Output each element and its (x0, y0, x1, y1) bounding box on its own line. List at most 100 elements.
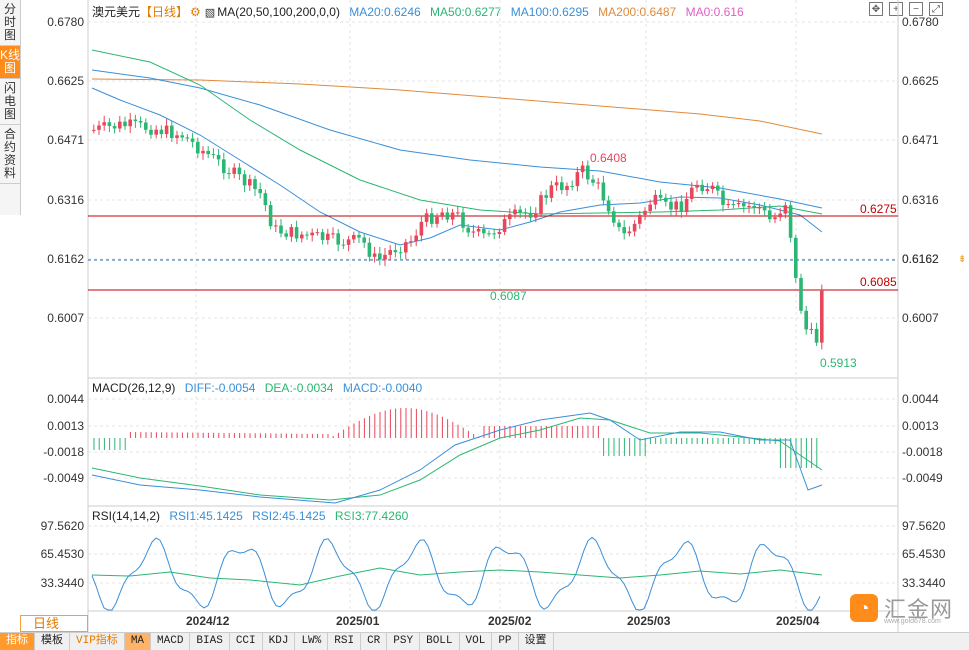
candle-body (539, 195, 543, 214)
period-selector[interactable]: 日线 (20, 615, 88, 632)
price-axis-left: 0.6780 0.6625 0.6471 0.6316 0.6162 0.600… (47, 15, 84, 325)
candle-body (393, 250, 398, 253)
candle-body (461, 212, 465, 228)
candle-body (586, 165, 590, 180)
candle-body (747, 206, 751, 208)
macd-tick: -0.0049 (43, 471, 84, 485)
price-tick: 0.6625 (902, 74, 939, 88)
tab-settings[interactable]: 设置 (519, 633, 554, 650)
candle-body (201, 150, 205, 154)
macd-tick: -0.0049 (902, 471, 943, 485)
candle-body (627, 231, 632, 234)
candle-body (196, 141, 200, 154)
date-tick: 2025/02 (488, 614, 532, 628)
candle-body (580, 165, 585, 173)
symbol-title: 澳元美元 (92, 5, 141, 19)
zoom-in-icon[interactable]: + (889, 2, 903, 16)
chart-area[interactable]: 0.6780 0.6625 0.6471 0.6316 0.6162 0.600… (0, 0, 969, 632)
macd-value: MACD:-0.0040 (342, 381, 423, 395)
move-icon[interactable]: ✥ (869, 2, 883, 16)
kline-legend: 澳元美元【日线】 ⚙ ▧ MA(20,50,100,200,0,0) MA20:0.6… (92, 3, 750, 20)
candle-body (809, 328, 814, 330)
ma20-line (91, 87, 823, 246)
price-tick: 0.6625 (47, 74, 84, 88)
tab-templates[interactable]: 模板 (35, 633, 70, 650)
candle-body (362, 237, 366, 243)
rsi1-value: RSI1:45.1425 (169, 509, 243, 523)
tab-cci[interactable]: CCI (230, 633, 263, 650)
candle-body (190, 138, 195, 142)
candle-body (456, 212, 460, 214)
fullscreen-icon[interactable]: ⤢ (929, 2, 943, 16)
candle-body (440, 212, 444, 217)
logo-text: 汇金网 (884, 597, 954, 622)
candle-body (674, 201, 678, 210)
tab-vol[interactable]: VOL (460, 633, 493, 650)
support-label: 0.6085 (860, 275, 897, 289)
ma200-value: MA200:0.6487 (598, 5, 677, 19)
tab-macd[interactable]: MACD (151, 633, 191, 650)
candle-body (528, 213, 533, 218)
candle-body (430, 213, 434, 224)
tab-kline[interactable]: K线图 (0, 46, 20, 79)
indicator-toolbar: 指标 模板 VIP指标 MA MACD BIAS CCI KDJ LW% RSI… (0, 632, 969, 650)
candle-body (544, 195, 548, 198)
candle-body (560, 182, 564, 191)
tab-cr[interactable]: CR (361, 633, 388, 650)
candle-body (159, 129, 164, 135)
chart-controls: ✥ + − ⤢ (869, 2, 943, 16)
rsi3-value: RSI3:77.4260 (334, 509, 409, 523)
candle-body (336, 233, 340, 245)
candle-body (601, 182, 606, 201)
tab-psy[interactable]: PSY (387, 633, 421, 650)
tab-pp[interactable]: PP (492, 633, 519, 650)
candle-body (107, 122, 112, 126)
candle-body (664, 197, 668, 202)
tab-indicators[interactable]: 指标 (0, 633, 35, 650)
date-tick: 2025/04 (776, 614, 820, 628)
candle-body (606, 200, 611, 212)
tab-kdj[interactable]: KDJ (263, 633, 296, 650)
candle-body (788, 205, 793, 238)
tab-ma[interactable]: MA (124, 633, 152, 650)
candle-body (653, 194, 658, 205)
tab-vip-indicators[interactable]: VIP指标 (70, 633, 125, 650)
candle-body (216, 155, 221, 160)
candle-body (575, 172, 580, 187)
candle-body (372, 253, 377, 257)
candle-body (721, 190, 725, 205)
ma-toggle-icon[interactable]: ▧ (204, 7, 216, 19)
candle-body (492, 233, 496, 235)
tab-rsi[interactable]: RSI (328, 633, 362, 650)
candle-body (404, 242, 408, 253)
candle-body (799, 277, 803, 311)
macd-params: MACD(26,12,9) (92, 381, 176, 395)
tab-contract-info[interactable]: 合约资料 (0, 125, 20, 184)
candle-body (346, 239, 351, 245)
ma0-value: MA0:0.616 (685, 5, 744, 19)
candle-body (778, 213, 782, 218)
rsi-tick: 97.5620 (902, 519, 946, 533)
tab-timeshare[interactable]: 分时图 (0, 0, 20, 46)
settings-icon[interactable]: ⚙ (190, 5, 201, 19)
rsi-legend: RSI(14,14,2) RSI1:45.1425 RSI2:45.1425 R… (92, 509, 414, 523)
macd-diff: DIFF:-0.0054 (184, 381, 256, 395)
date-tick: 2024/12 (186, 614, 230, 628)
candle-body (794, 237, 798, 278)
candle-body (341, 244, 346, 246)
candle-body (284, 233, 288, 237)
candle-body (783, 205, 788, 214)
zoom-out-icon[interactable]: − (909, 2, 923, 16)
tab-flash[interactable]: 闪电图 (0, 79, 20, 125)
candle-body (305, 234, 309, 236)
tab-boll[interactable]: BOLL (420, 633, 460, 650)
candle-body (268, 205, 273, 227)
tab-lw[interactable]: LW% (295, 633, 329, 650)
candle-body (180, 135, 184, 138)
candle-body (435, 216, 439, 224)
candle-body (263, 193, 268, 206)
candle-body (331, 233, 335, 235)
candle-body (513, 209, 517, 215)
candle-body (804, 310, 808, 330)
tab-bias[interactable]: BIAS (190, 633, 230, 650)
